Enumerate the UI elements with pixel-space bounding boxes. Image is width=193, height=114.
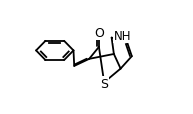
Text: NH: NH <box>114 30 131 43</box>
Text: O: O <box>95 27 105 40</box>
Text: S: S <box>100 77 108 90</box>
